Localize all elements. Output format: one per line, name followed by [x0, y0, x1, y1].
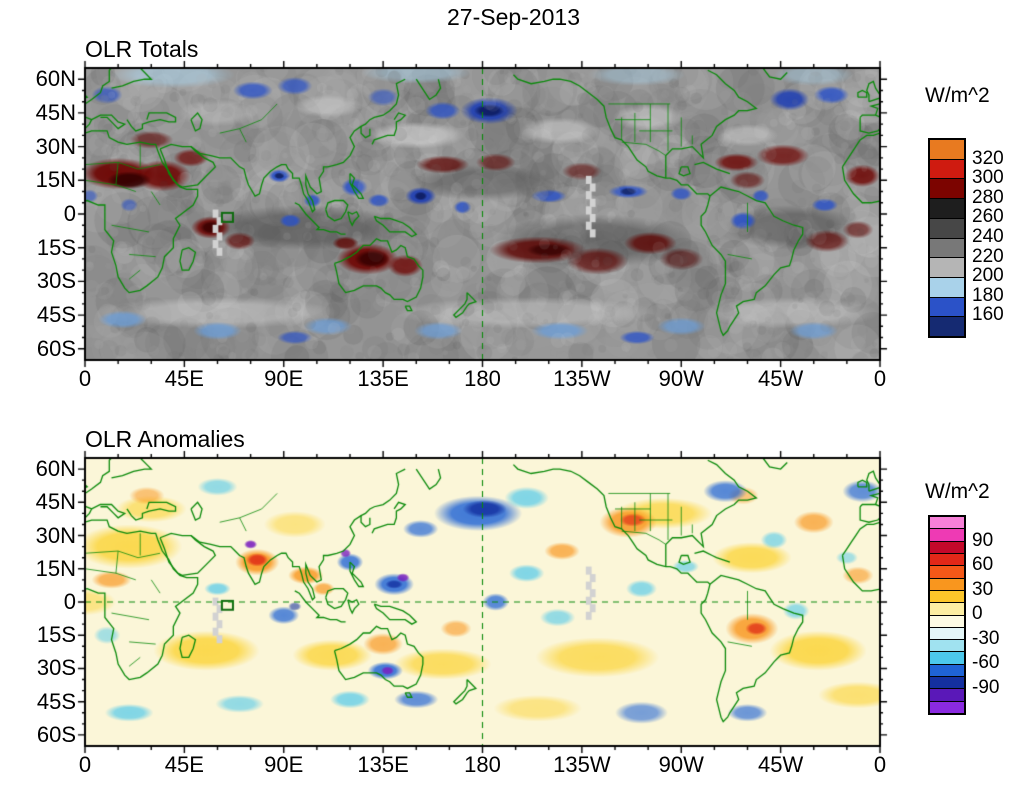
colorbar-block — [930, 602, 964, 615]
colorbar-tick-label: -30 — [972, 627, 1000, 649]
colorbar-tick-label: -60 — [972, 652, 1000, 673]
y-axis-tick-label: 0 — [63, 589, 76, 614]
x-axis-tick-label: 180 — [464, 366, 501, 391]
y-axis-tick-label: 0 — [63, 201, 76, 226]
y-axis-tick-label: 15S — [36, 622, 76, 648]
x-axis-tick-label: 0 — [78, 752, 92, 777]
colorbar-tick-label: 30 — [972, 578, 994, 600]
colorbar-tick-label: 280 — [972, 186, 1004, 208]
y-axis-tick-label: 30N — [35, 522, 76, 548]
colorbar-tick-label: 300 — [972, 167, 1004, 189]
y-axis-tick-label: 30S — [36, 655, 76, 681]
colorbar-block — [930, 639, 964, 652]
y-axis-tick-label: 60N — [35, 456, 76, 482]
x-axis-tick-label: 0 — [78, 366, 92, 391]
colorbar-block — [930, 158, 964, 179]
colorbar-tick-label: 60 — [972, 554, 994, 575]
colorbar-tick-label: 260 — [972, 206, 1004, 228]
colorbar-tick-label: 0 — [972, 603, 983, 624]
y-axis-tick-label: 15S — [36, 234, 76, 260]
x-axis-tick-label: 135W — [553, 366, 611, 391]
olr-anomalies-map — [75, 448, 890, 756]
colorbar-block — [930, 552, 964, 566]
colorbar-block — [930, 540, 964, 553]
colorbar-block — [930, 663, 964, 677]
anomalies-colorbar — [928, 515, 966, 715]
x-axis-tick-label: 45W — [758, 752, 804, 777]
totals-panel-title: OLR Totals — [85, 36, 199, 62]
x-axis-tick-label: 90W — [658, 366, 704, 391]
y-axis-tick-label: 60S — [36, 335, 76, 361]
colorbar-block — [930, 178, 964, 199]
colorbar-block — [930, 589, 964, 603]
y-axis-tick-label: 15N — [35, 555, 76, 581]
colorbar-block — [930, 140, 964, 159]
x-axis-tick-label: 0 — [873, 366, 887, 391]
y-axis-tick-label: 30N — [35, 133, 76, 159]
colorbar-block — [930, 217, 964, 238]
colorbar-block — [930, 577, 964, 590]
colorbar-block — [930, 296, 964, 317]
x-axis-tick-label: 45W — [758, 366, 804, 391]
y-axis-tick-label: 30S — [36, 268, 76, 294]
anomalies-panel-title: OLR Anomalies — [85, 426, 245, 452]
colorbar-tick-label: 180 — [972, 284, 1004, 306]
colorbar-tick-label: 160 — [972, 304, 1004, 326]
colorbar-block — [930, 651, 964, 664]
y-axis-tick-label: 45N — [35, 99, 76, 125]
x-axis-tick-label: 0 — [873, 752, 887, 777]
figure-date-title: 27-Sep-2013 — [447, 4, 580, 30]
y-axis-tick-label: 45S — [36, 688, 76, 714]
colorbar-block — [930, 626, 964, 640]
colorbar-block — [930, 565, 964, 578]
colorbar-block — [930, 676, 964, 689]
x-axis-tick-label: 90E — [264, 366, 304, 391]
colorbar-tick-label: 320 — [972, 147, 1004, 169]
totals-colorbar — [928, 138, 966, 338]
y-axis-tick-label: 45S — [36, 302, 76, 328]
colorbar-block — [930, 614, 964, 627]
y-axis-tick-label: 45N — [35, 489, 76, 515]
colorbar-block — [930, 688, 964, 701]
colorbar-block — [930, 316, 964, 337]
x-axis-tick-label: 90E — [264, 752, 304, 777]
colorbar-block — [930, 257, 964, 277]
y-axis-tick-label: 60S — [36, 721, 76, 747]
colorbar-tick-label: -90 — [972, 676, 1000, 698]
y-axis-tick-label: 15N — [35, 167, 76, 193]
colorbar-block — [930, 517, 964, 529]
x-axis-tick-label: 135E — [357, 752, 409, 777]
colorbar-block — [930, 237, 964, 258]
x-axis-tick-label: 135E — [357, 366, 409, 391]
x-axis-tick-label: 45E — [164, 366, 204, 391]
colorbar-tick-label: 90 — [972, 529, 994, 551]
colorbar-tick-label: 200 — [972, 265, 1004, 287]
anomalies-colorbar-units: W/m^2 — [925, 480, 990, 503]
y-axis-tick-label: 60N — [35, 66, 76, 92]
colorbar-block — [930, 198, 964, 218]
colorbar-block — [930, 276, 964, 297]
totals-colorbar-units: W/m^2 — [925, 84, 990, 107]
x-axis-tick-label: 135W — [553, 752, 611, 777]
x-axis-tick-label: 180 — [464, 752, 501, 777]
colorbar-tick-label: 240 — [972, 226, 1004, 247]
x-axis-tick-label: 45E — [164, 752, 204, 777]
colorbar-tick-label: 220 — [972, 245, 1004, 267]
colorbar-block — [930, 528, 964, 541]
x-axis-tick-label: 90W — [658, 752, 704, 777]
olr-totals-map — [75, 58, 890, 370]
colorbar-block — [930, 700, 964, 713]
